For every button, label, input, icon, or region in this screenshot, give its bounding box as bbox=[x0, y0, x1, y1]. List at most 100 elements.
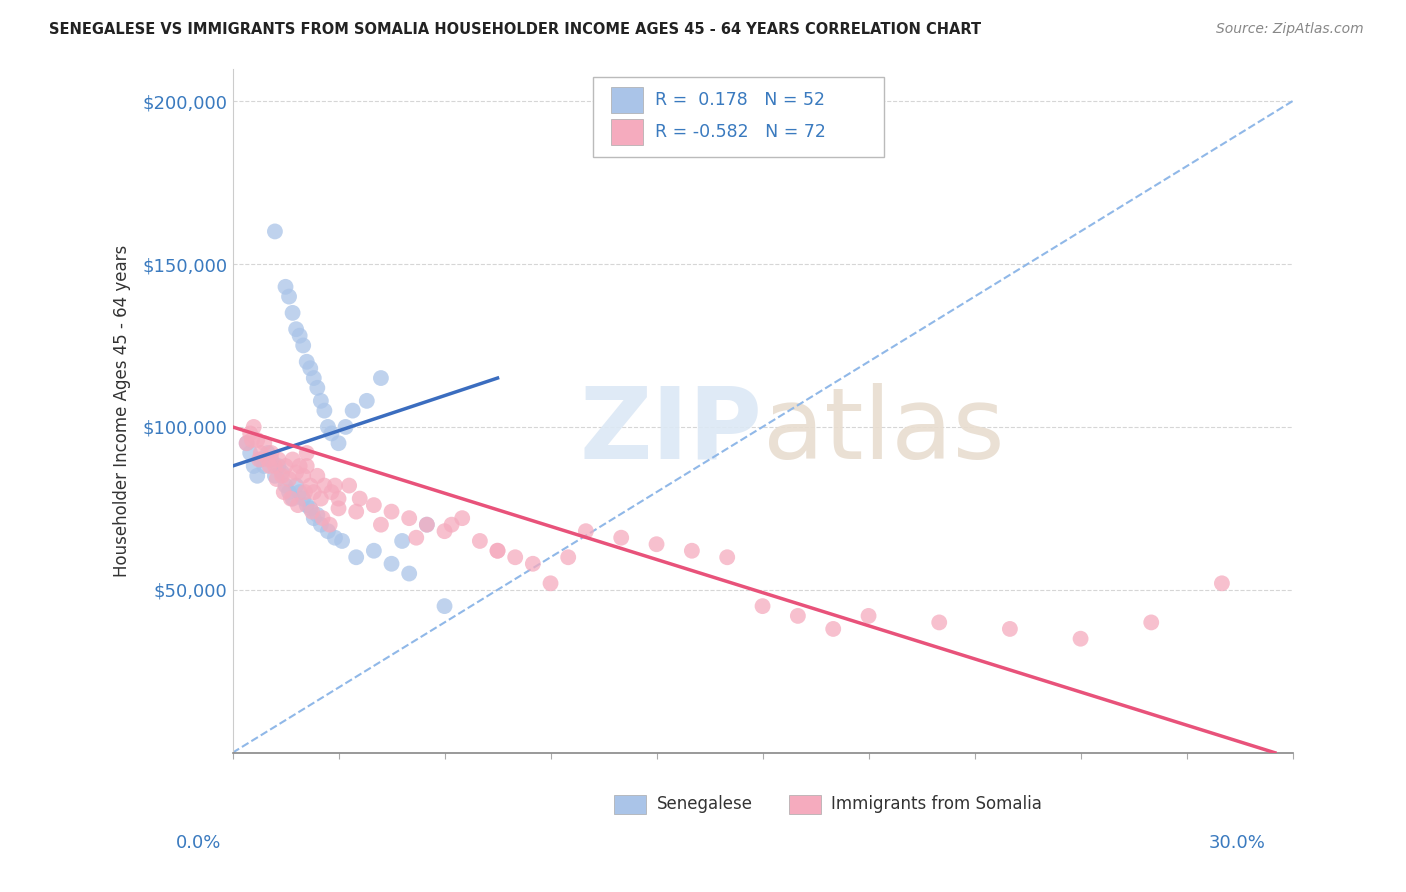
Point bbox=[285, 466, 308, 480]
Point bbox=[253, 458, 276, 473]
Point bbox=[645, 537, 668, 551]
Point bbox=[288, 458, 311, 473]
Point bbox=[242, 420, 264, 434]
Point bbox=[328, 501, 350, 516]
Point bbox=[405, 531, 427, 545]
Point bbox=[295, 446, 318, 460]
Point bbox=[323, 478, 346, 492]
Y-axis label: Householder Income Ages 45 - 64 years: Householder Income Ages 45 - 64 years bbox=[114, 244, 131, 577]
Point bbox=[486, 543, 509, 558]
Point bbox=[292, 491, 315, 506]
Point bbox=[316, 524, 339, 539]
Point bbox=[318, 517, 340, 532]
Point bbox=[928, 615, 950, 630]
Point bbox=[292, 468, 315, 483]
Text: SENEGALESE VS IMMIGRANTS FROM SOMALIA HOUSEHOLDER INCOME AGES 45 - 64 YEARS CORR: SENEGALESE VS IMMIGRANTS FROM SOMALIA HO… bbox=[49, 22, 981, 37]
FancyBboxPatch shape bbox=[789, 795, 821, 814]
Point bbox=[344, 550, 367, 565]
Point bbox=[335, 420, 357, 434]
Point bbox=[240, 433, 263, 447]
Point bbox=[314, 403, 336, 417]
Point bbox=[363, 498, 385, 512]
Point bbox=[309, 393, 332, 408]
Point bbox=[253, 436, 276, 450]
Point bbox=[274, 478, 297, 492]
Point bbox=[294, 485, 316, 500]
Point bbox=[302, 371, 325, 385]
Point bbox=[242, 458, 264, 473]
Point bbox=[380, 505, 402, 519]
Point bbox=[451, 511, 474, 525]
Point bbox=[235, 436, 257, 450]
FancyBboxPatch shape bbox=[593, 77, 884, 158]
Point bbox=[235, 436, 257, 450]
Point bbox=[307, 508, 329, 522]
Point bbox=[323, 531, 346, 545]
Point bbox=[330, 533, 353, 548]
Point bbox=[503, 550, 526, 565]
Point bbox=[416, 517, 439, 532]
Point bbox=[267, 452, 290, 467]
Point bbox=[259, 458, 281, 473]
Point bbox=[370, 517, 392, 532]
Point bbox=[486, 543, 509, 558]
Point bbox=[468, 533, 491, 548]
Point bbox=[302, 485, 325, 500]
Text: Source: ZipAtlas.com: Source: ZipAtlas.com bbox=[1216, 22, 1364, 37]
Text: ZIP: ZIP bbox=[579, 383, 762, 480]
Point bbox=[311, 511, 333, 525]
Point bbox=[309, 517, 332, 532]
Point bbox=[299, 478, 322, 492]
Point bbox=[288, 485, 311, 500]
Point bbox=[281, 491, 304, 506]
Point bbox=[433, 599, 456, 614]
Point bbox=[328, 436, 350, 450]
Point bbox=[716, 550, 738, 565]
Point bbox=[1140, 615, 1163, 630]
Text: 30.0%: 30.0% bbox=[1209, 834, 1265, 852]
Point bbox=[433, 524, 456, 539]
Point bbox=[301, 505, 323, 519]
Point bbox=[246, 468, 269, 483]
Point bbox=[246, 433, 269, 447]
Point bbox=[292, 338, 315, 352]
Point bbox=[398, 566, 420, 581]
Text: Immigrants from Somalia: Immigrants from Somalia bbox=[831, 795, 1042, 814]
Point bbox=[342, 403, 364, 417]
Point bbox=[288, 328, 311, 343]
Point bbox=[998, 622, 1021, 636]
Point bbox=[266, 472, 288, 486]
Point bbox=[356, 393, 378, 408]
Point bbox=[681, 543, 703, 558]
Point bbox=[363, 543, 385, 558]
Point bbox=[264, 458, 287, 473]
Point bbox=[321, 426, 343, 441]
Text: atlas: atlas bbox=[762, 383, 1004, 480]
Point bbox=[278, 472, 301, 486]
Point bbox=[260, 452, 283, 467]
Point bbox=[307, 468, 329, 483]
FancyBboxPatch shape bbox=[612, 87, 643, 113]
Point bbox=[271, 466, 294, 480]
Point bbox=[398, 511, 420, 525]
Point bbox=[823, 622, 845, 636]
Text: R =  0.178   N = 52: R = 0.178 N = 52 bbox=[655, 91, 825, 109]
Point bbox=[278, 485, 301, 500]
Point bbox=[314, 478, 336, 492]
Point bbox=[271, 468, 294, 483]
Point bbox=[370, 371, 392, 385]
Point bbox=[1211, 576, 1233, 591]
Point bbox=[285, 478, 308, 492]
Point bbox=[302, 511, 325, 525]
Point bbox=[281, 306, 304, 320]
Point bbox=[280, 491, 302, 506]
Point bbox=[273, 485, 295, 500]
Text: 0.0%: 0.0% bbox=[176, 834, 221, 852]
Point bbox=[522, 557, 544, 571]
Point bbox=[440, 517, 463, 532]
Point bbox=[260, 446, 283, 460]
Point bbox=[349, 491, 371, 506]
Point bbox=[540, 576, 562, 591]
Point bbox=[278, 290, 301, 304]
Point bbox=[267, 458, 290, 473]
